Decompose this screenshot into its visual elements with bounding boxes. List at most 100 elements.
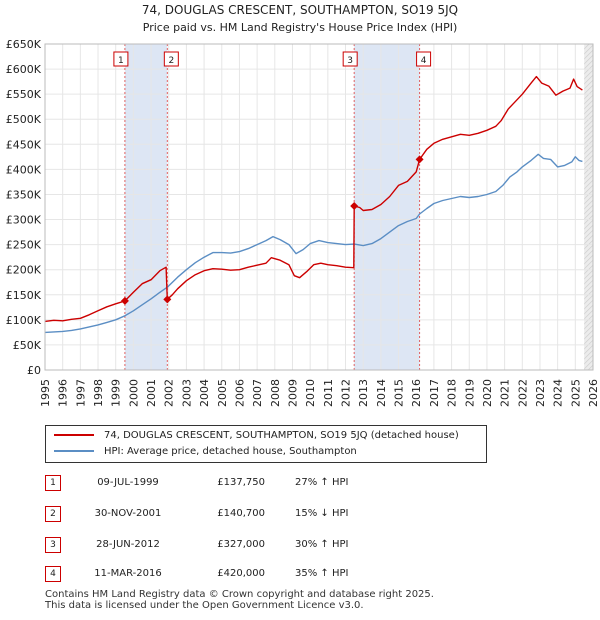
transaction-label: 3 [347,56,353,66]
legend-label-hpi: HPI: Average price, detached house, Sout… [104,446,357,457]
transaction-label-box [163,51,179,67]
transaction-date: 30-NOV-2001 [94,508,162,519]
x-tick-label: 1998 [92,379,105,407]
transaction-marker [350,201,359,210]
forecast-hatch [584,204,594,215]
x-tick-label: 2024 [552,379,565,407]
price-chart: 74, DOUGLAS CRESCENT, SOUTHAMPTON, SO19 … [6,3,600,407]
x-tick-label: 2006 [233,379,246,407]
x-tick-label: 2004 [198,379,211,407]
legend-swatch-hpi [54,450,94,452]
x-tick-label: 2023 [534,379,547,407]
chart-subtitle: Price paid vs. HM Land Registry's House … [143,21,458,34]
forecast-hatch [584,309,594,320]
transaction-hpi-change: 35% ↑ HPI [295,568,349,579]
x-tick-label: 1996 [57,379,70,407]
x-tick-label: 2001 [145,379,158,407]
y-tick-label: £200K [6,264,42,277]
transaction-marker [415,155,424,164]
forecast-hatch [584,239,594,250]
forecast-hatch [584,184,594,195]
transaction-markers: 1 2 3 4 [113,51,432,305]
transaction-number: 2 [45,506,61,522]
forecast-hatch [584,44,594,55]
x-tick-label: 2017 [428,379,441,407]
forecast-hatch [584,44,585,45]
plot-frame [44,43,594,371]
x-tick-label: 2014 [375,379,388,407]
transaction-number: 4 [45,566,61,582]
transaction-hpi-change: 30% ↑ HPI [295,539,349,550]
transaction-row: 2 30-NOV-2001 £140,700 15% ↓ HPI [45,504,425,524]
transaction-row: 3 28-JUN-2012 £327,000 30% ↑ HPI [45,535,425,555]
forecast-hatch [584,94,594,105]
transaction-price: £137,750 [217,477,265,488]
forecast-hatch [584,244,594,255]
transaction-hpi-change: 27% ↑ HPI [295,477,349,488]
forecast-hatch [584,169,594,180]
x-tick-label: 2015 [393,379,406,407]
transaction-marker [163,295,172,304]
legend-item-property: 74, DOUGLAS CRESCENT, SOUTHAMPTON, SO19 … [54,429,459,443]
transaction-number: 1 [45,475,61,491]
transaction-label-box [342,51,358,67]
y-tick-label: £50K [13,339,42,352]
forecast-hatch [584,254,594,265]
y-axis: £0 £50K £100K £150K £200K £250K £300K £350K £400… [6,38,42,377]
x-tick-label: 2005 [216,379,229,407]
forecast-hatch [584,219,594,230]
y-tick-label: £300K [6,214,42,227]
transaction-date: 28-JUN-2012 [96,539,160,550]
forecast-hatch [584,234,594,245]
legend-label-property: 74, DOUGLAS CRESCENT, SOUTHAMPTON, SO19 … [104,430,459,441]
footer-copyright: Contains HM Land Registry data © Crown c… [45,589,434,600]
y-tick-label: £150K [6,289,42,302]
y-tick-label: £100K [6,314,42,327]
transaction-date: 09-JUL-1999 [97,477,159,488]
legend-item-hpi: HPI: Average price, detached house, Sout… [54,445,357,459]
x-tick-label: 2002 [163,379,176,407]
transaction-price: £420,000 [217,568,265,579]
x-tick-label: 1995 [39,379,52,407]
forecast-hatch [584,344,594,355]
x-tick-label: 1997 [74,379,87,407]
y-tick-label: £600K [6,63,42,76]
forecast-hatch [584,229,594,240]
highlight-band [124,44,168,370]
transaction-price: £327,000 [217,539,265,550]
y-tick-label: £450K [6,138,42,151]
forecast-hatch [584,259,594,270]
x-tick-label: 2009 [286,379,299,407]
forecast-hatch [584,269,594,280]
forecast-hatch [584,59,594,70]
forecast-hatch [584,334,594,345]
y-tick-label: £500K [6,113,42,126]
forecast-hatch [584,194,594,205]
highlight-bands [124,44,594,370]
x-tick-label: 1999 [110,379,123,407]
transaction-label: 4 [421,56,427,66]
x-tick-label: 2000 [127,379,140,407]
forecast-hatch [584,49,594,60]
footer: Contains HM Land Registry data © Crown c… [45,589,565,611]
x-tick-label: 2021 [499,379,512,407]
x-tick-label: 2022 [516,379,529,407]
x-tick-label: 2012 [340,379,353,407]
x-tick-label: 2003 [180,379,193,407]
x-tick-label: 2019 [463,379,476,407]
forecast-hatch [584,314,594,325]
x-tick-label: 2026 [587,379,600,407]
x-tick-label: 2020 [481,379,494,407]
legend-swatch-property [54,434,94,436]
x-tick-label: 2025 [569,379,582,407]
transaction-hpi-change: 15% ↓ HPI [295,508,349,519]
transaction-date: 11-MAR-2016 [94,568,162,579]
x-tick-label: 2013 [357,379,370,407]
y-tick-label: £650K [6,38,42,51]
forecast-hatch [584,189,594,200]
transaction-number: 3 [45,537,61,553]
y-tick-label: £0 [27,364,41,377]
forecast-hatch [584,179,594,190]
transaction-row: 4 11-MAR-2016 £420,000 35% ↑ HPI [45,564,425,584]
y-tick-label: £550K [6,88,42,101]
